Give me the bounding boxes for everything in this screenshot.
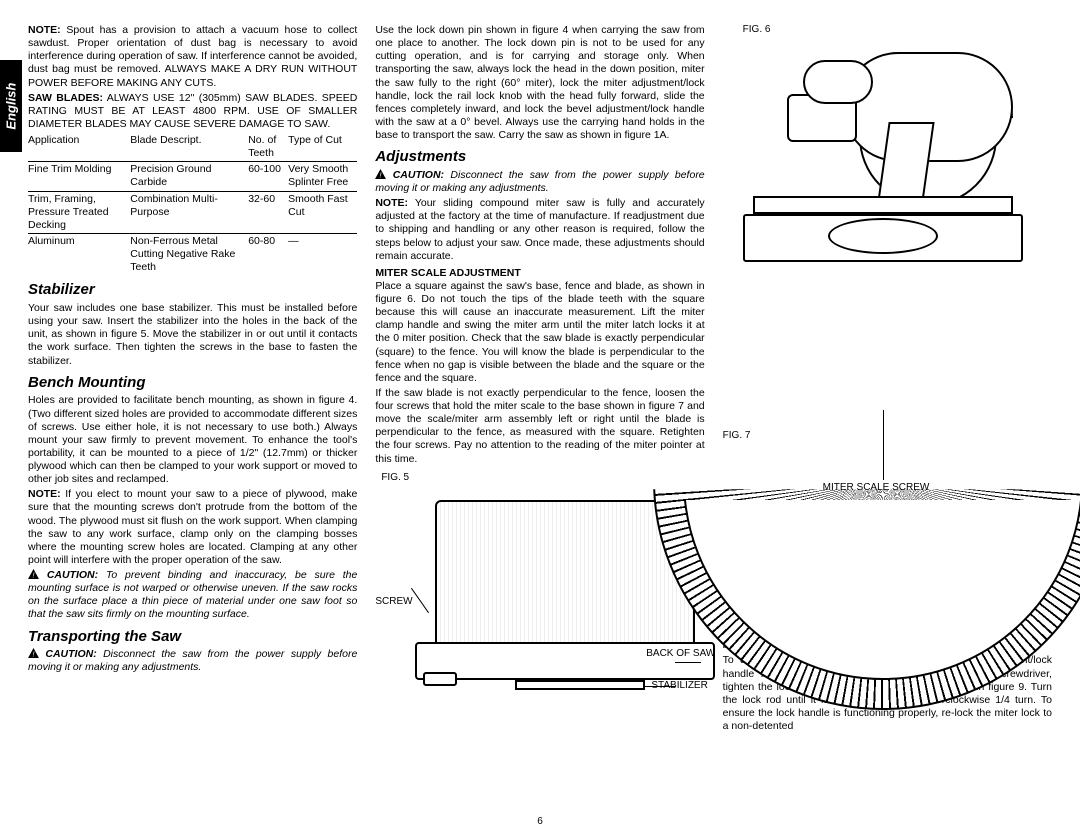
th-blade-descript: Blade Descript. (130, 133, 248, 162)
fig6-miter-saw-drawing (733, 42, 1033, 262)
table-row: Fine Trim Molding Precision Ground Carbi… (28, 162, 357, 191)
fig7-scale-inner (683, 280, 1080, 680)
th-application: Application (28, 133, 130, 162)
svg-text:!: ! (380, 171, 382, 179)
fig5-screw-shape (423, 672, 457, 686)
transporting-heading: Transporting the Saw (28, 628, 357, 647)
th-teeth: No. of Teeth (248, 133, 288, 162)
bench-caution: ! CAUTION: To prevent binding and inaccu… (28, 569, 357, 622)
adjustments-note-text: Your sliding compound miter saw is fully… (375, 197, 704, 262)
note-label: NOTE: (28, 488, 61, 500)
column-3: FIG. 6 FIG. 7 MITER SCALE SCREW MITER PO… (723, 24, 1052, 735)
adjustments-caution: ! CAUTION: Disconnect the saw from the p… (375, 169, 704, 195)
note-spout: NOTE: Spout has a provision to attach a … (28, 24, 357, 90)
column-2: Use the lock down pin shown in figure 4 … (375, 24, 704, 735)
fig5-back-callout: BACK OF SAW (625, 648, 715, 661)
caution-label: CAUTION: (47, 569, 98, 581)
saw-blades-label: SAW BLADES: (28, 92, 103, 104)
fig7-callout: MITER SCALE SCREW (823, 482, 930, 495)
page-number: 6 (0, 816, 1080, 829)
warning-icon: ! (28, 569, 39, 579)
fig6-label: FIG. 6 (743, 24, 771, 37)
adjustments-heading: Adjustments (375, 148, 704, 167)
caution-label: CAUTION: (393, 169, 444, 181)
note-label: NOTE: (375, 197, 408, 209)
transport-caution: ! CAUTION: Disconnect the saw from the p… (28, 648, 357, 674)
fig5-screw-callout: SCREW (375, 596, 412, 609)
language-tab-text: English (3, 83, 19, 130)
blade-table: Application Blade Descript. No. of Teeth… (28, 133, 357, 275)
th-type: Type of Cut (288, 133, 357, 162)
saw-blades-note: SAW BLADES: ALWAYS USE 12" (305mm) SAW B… (28, 92, 357, 131)
miter-scale-heading: MITER SCALE ADJUSTMENT (375, 267, 704, 280)
fig5-label: FIG. 5 (381, 472, 409, 485)
column-1: NOTE: Spout has a provision to attach a … (28, 24, 357, 735)
adjustments-note: NOTE: Your sliding compound miter saw is… (375, 197, 704, 263)
warning-icon: ! (28, 648, 39, 658)
note-spout-text: Spout has a provision to attach a vacuum… (28, 24, 357, 89)
transport-text: Use the lock down pin shown in figure 4 … (375, 24, 704, 142)
stabilizer-text: Your saw includes one base stabilizer. T… (28, 302, 357, 368)
bench-mounting-text: Holes are provided to facilitate bench m… (28, 394, 357, 486)
table-row: Application Blade Descript. No. of Teeth… (28, 133, 357, 162)
svg-text:!: ! (32, 650, 34, 658)
table-row: Trim, Framing, Pressure Treated Decking … (28, 191, 357, 233)
stabilizer-heading: Stabilizer (28, 281, 357, 300)
figure-6: FIG. 6 (723, 24, 1052, 274)
table-row: Aluminum Non-Ferrous Metal Cutting Negat… (28, 233, 357, 275)
fig5-stabilizer (515, 680, 645, 690)
language-tab: English (0, 60, 22, 152)
miter-scale-text1: Place a square against the saw's base, f… (375, 280, 704, 385)
bench-note-text: If you elect to mount your saw to a piec… (28, 488, 357, 566)
bench-mounting-note: NOTE: If you elect to mount your saw to … (28, 488, 357, 567)
svg-text:!: ! (32, 571, 34, 579)
fig7-pointer-line (883, 410, 884, 480)
figure-7: FIG. 7 MITER SCALE SCREW (723, 280, 1052, 500)
miter-scale-text2: If the saw blade is not exactly perpendi… (375, 387, 704, 466)
fig5-stabilizer-callout: STABILIZER (651, 680, 708, 693)
caution-label: CAUTION: (45, 648, 96, 660)
fig7-label: FIG. 7 (723, 430, 751, 443)
bench-mounting-heading: Bench Mounting (28, 374, 357, 393)
warning-icon: ! (375, 169, 386, 179)
note-label: NOTE: (28, 24, 61, 36)
page: NOTE: Spout has a provision to attach a … (0, 0, 1080, 745)
